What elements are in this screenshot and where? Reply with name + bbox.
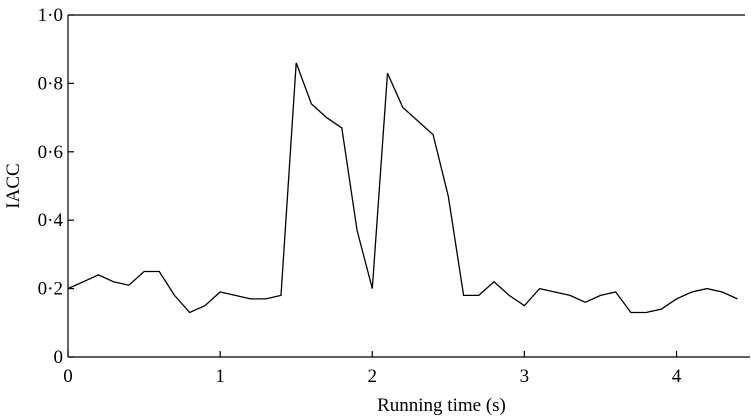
- series-line-0: [67, 62, 738, 314]
- axes: [67, 14, 750, 358]
- x-tick-label-2: 2: [368, 366, 378, 387]
- y-tick-label-4: 0·8: [38, 73, 63, 94]
- x-tick-label-0: 0: [63, 366, 73, 387]
- series: [67, 62, 738, 314]
- ticks: 0 1 2 3 4 0 0·2 0·4 0·6 0·8 1·0: [38, 5, 682, 387]
- x-tick-label-1: 1: [215, 366, 225, 387]
- y-tick-label-3: 0·6: [38, 142, 63, 163]
- y-tick-label-0: 0: [54, 347, 64, 368]
- x-axis-label: Running time (s): [377, 395, 506, 416]
- labels: Running time (s) IACC: [3, 163, 506, 416]
- y-tick-label-1: 0·2: [38, 279, 63, 300]
- x-tick-label-4: 4: [672, 366, 682, 387]
- x-tick-label-3: 3: [520, 366, 530, 387]
- y-tick-label-5: 1·0: [38, 5, 63, 26]
- y-tick-label-2: 0·4: [38, 210, 64, 231]
- y-axis-label: IACC: [3, 163, 24, 208]
